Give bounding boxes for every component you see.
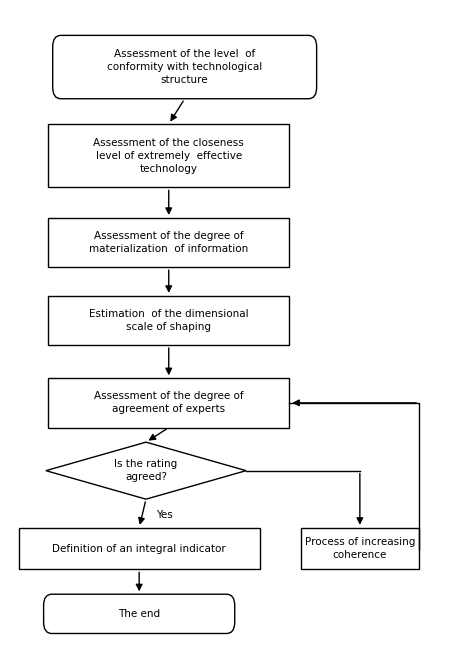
Text: Assessment of the degree of
materialization  of information: Assessment of the degree of materializat… [89,231,248,254]
Bar [48,218,289,267]
Text: The end: The end [118,609,160,619]
Text: Is the rating
agreed?: Is the rating agreed? [114,459,178,482]
Text: Definition of an integral indicator: Definition of an integral indicator [52,544,226,554]
Text: Assessment of the degree of
agreement of experts: Assessment of the degree of agreement of… [94,391,244,414]
Polygon shape [46,442,246,499]
Bar [48,296,289,345]
Text: Estimation  of the dimensional
scale of shaping: Estimation of the dimensional scale of s… [89,309,248,332]
FancyBboxPatch shape [44,594,235,634]
Text: Process of increasing
coherence: Process of increasing coherence [305,537,415,560]
Text: Assessment of the closeness
level of extremely  effective
technology: Assessment of the closeness level of ext… [93,137,244,174]
Bar [48,124,289,187]
Bar [18,528,260,569]
Text: Assessment of the level  of
conformity with technological
structure: Assessment of the level of conformity wi… [107,49,262,85]
Text: Yes: Yes [156,510,173,520]
Bar [48,378,289,428]
FancyBboxPatch shape [53,36,317,99]
Bar [301,528,419,569]
